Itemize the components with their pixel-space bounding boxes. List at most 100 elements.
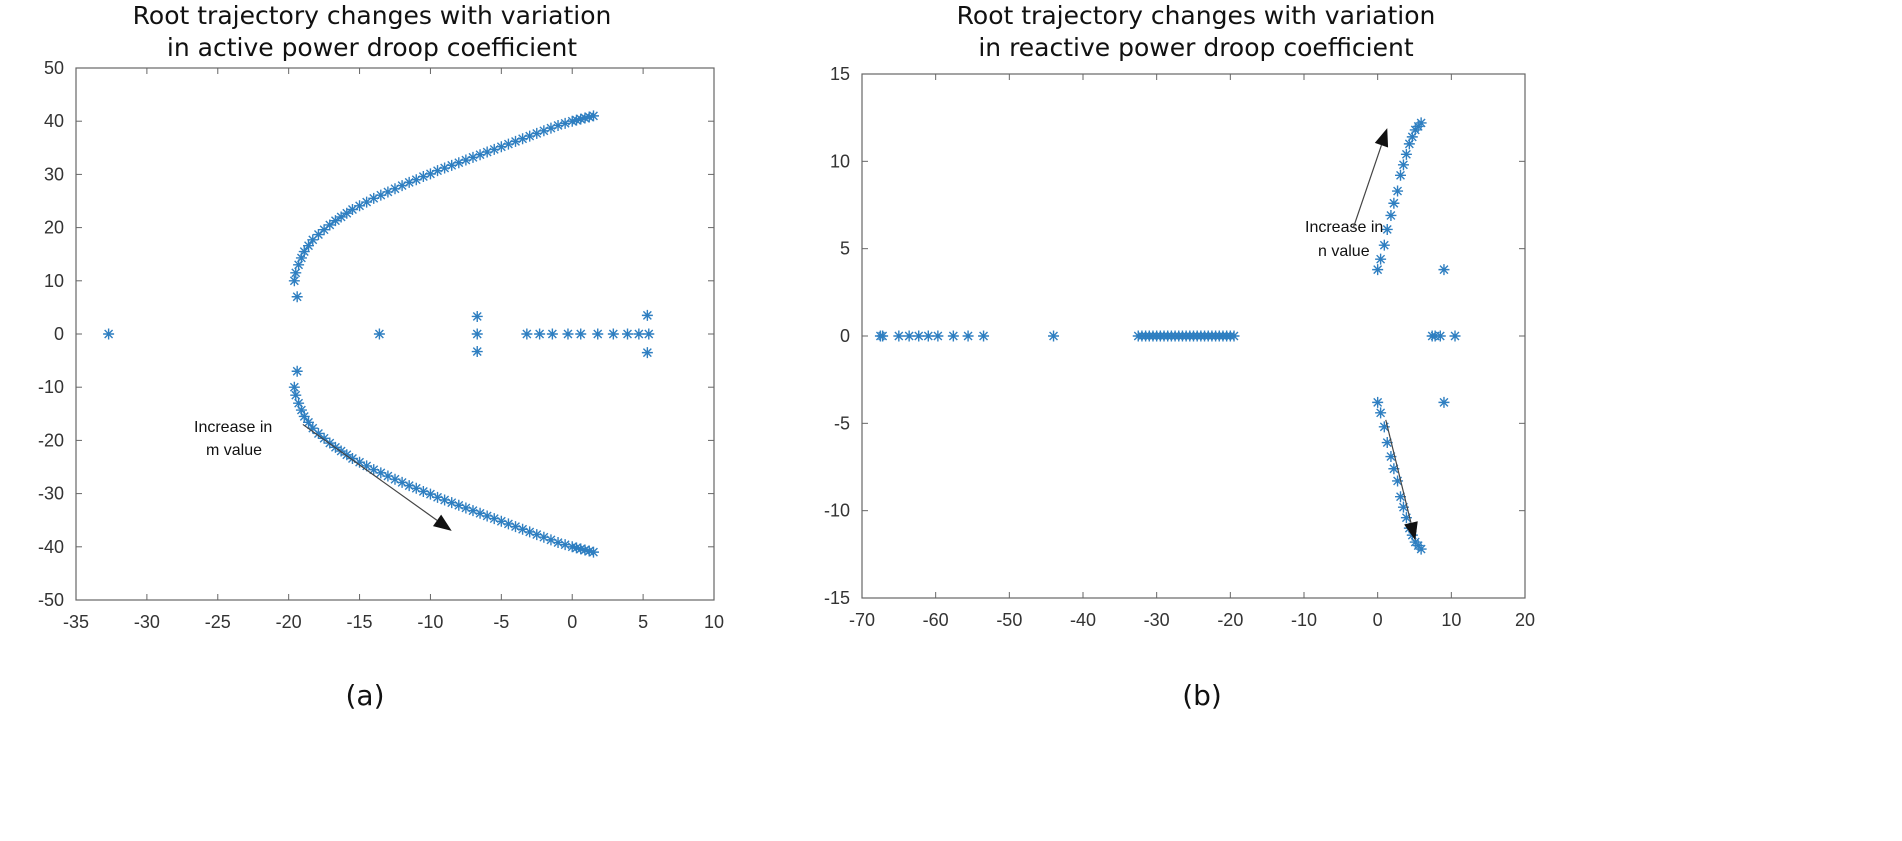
chart-a-point xyxy=(575,113,587,125)
chart-a-ytick-label: 10 xyxy=(44,271,64,291)
chart-b-point xyxy=(1381,437,1393,449)
chart-a-point xyxy=(546,328,558,340)
chart-b-point xyxy=(1385,451,1397,463)
chart-b-point xyxy=(1048,330,1060,342)
chart-a-point xyxy=(103,328,115,340)
chart-a-title-line-2: in active power droop coefficient xyxy=(167,33,577,62)
chart-b-point xyxy=(1434,330,1446,342)
chart-b-title-line-1: Root trajectory changes with variation xyxy=(957,1,1436,30)
chart-a-point xyxy=(641,309,653,321)
chart-a-point xyxy=(495,141,507,153)
chart-b-point xyxy=(947,330,959,342)
chart-b-xtick-label: -40 xyxy=(1070,610,1096,630)
chart-b-point xyxy=(1403,138,1415,150)
chart-b-annotation-line-2: n value xyxy=(1318,243,1370,260)
chart-a-point xyxy=(295,252,307,264)
chart-a-point xyxy=(290,267,302,279)
chart-a-point xyxy=(439,162,451,174)
chart-b-xtick-label: 0 xyxy=(1373,610,1383,630)
panel-b: Root trajectory changes with variation i… xyxy=(824,1,1535,712)
chart-b-point xyxy=(1378,421,1390,433)
chart-a-series xyxy=(103,110,655,558)
chart-a-point xyxy=(368,464,380,476)
chart-a-point xyxy=(488,143,500,155)
chart-a-point xyxy=(307,234,319,246)
chart-a-point xyxy=(495,515,507,527)
chart-b-point xyxy=(1438,264,1450,276)
chart-a-series-0 xyxy=(288,110,599,287)
chart-a-point xyxy=(303,240,315,252)
chart-a-point xyxy=(502,518,514,530)
chart-b-ytick-label: 5 xyxy=(840,239,850,259)
chart-b-series-0 xyxy=(1372,117,1427,276)
chart-a-point xyxy=(312,229,324,241)
chart-a-point xyxy=(552,537,564,549)
chart-a-point xyxy=(361,460,373,472)
chart-a-title-line-1: Root trajectory changes with variation xyxy=(133,1,612,30)
chart-a-point xyxy=(641,347,653,359)
chart-b-point xyxy=(932,330,944,342)
chart-a-xtick-label: -30 xyxy=(134,612,160,632)
chart-a-point xyxy=(517,133,529,145)
chart-b-point xyxy=(1415,117,1427,129)
chart-a-xtick-label: -20 xyxy=(276,612,302,632)
chart-a-point xyxy=(467,505,479,517)
chart-a-point xyxy=(446,497,458,509)
chart-b-point xyxy=(962,330,974,342)
chart-a-ytick-label: 50 xyxy=(44,58,64,78)
chart-a-point xyxy=(471,346,483,358)
chart-a-point xyxy=(583,545,595,557)
chart-b-point xyxy=(1449,330,1461,342)
chart-a-xtick-label: -25 xyxy=(205,612,231,632)
chart-a-point xyxy=(531,127,543,139)
chart-a-point xyxy=(471,328,483,340)
chart-a-point xyxy=(318,432,330,444)
chart-a-xtick-label: 10 xyxy=(704,612,724,632)
chart-a-point xyxy=(545,534,557,546)
chart-a-point xyxy=(382,186,394,198)
chart-b-point xyxy=(1392,475,1404,487)
chart-a-point xyxy=(481,510,493,522)
chart-a-point xyxy=(382,470,394,482)
chart-a-point xyxy=(510,521,522,533)
chart-a-point xyxy=(290,389,302,401)
chart-b-ytick-label: -5 xyxy=(834,413,850,433)
chart-a-point xyxy=(396,476,408,488)
chart-a-point xyxy=(592,328,604,340)
chart-a-point xyxy=(521,328,533,340)
chart-a-point xyxy=(622,328,634,340)
chart-a-point xyxy=(559,539,571,551)
chart-b-point xyxy=(1388,197,1400,209)
chart-b-point xyxy=(903,330,915,342)
chart-a-point xyxy=(570,542,582,554)
chart-a-point xyxy=(579,112,591,124)
chart-a-point xyxy=(417,485,429,497)
chart-a-point xyxy=(295,404,307,416)
chart-b-point xyxy=(1397,159,1409,171)
chart-b-point xyxy=(1400,512,1412,524)
chart-a-point xyxy=(531,529,543,541)
chart-b-point xyxy=(1372,264,1384,276)
chart-a-point xyxy=(570,114,582,126)
chart-a-point xyxy=(354,200,366,212)
chart-a-point xyxy=(432,491,444,503)
chart-a-point xyxy=(566,541,578,553)
chart-a-point xyxy=(288,381,300,393)
chart-b-ytick-label: -15 xyxy=(824,588,850,608)
chart-a-ytick-label: -10 xyxy=(38,377,64,397)
chart-b-point xyxy=(1395,491,1406,503)
chart-a-point xyxy=(324,219,336,231)
panel-a: Root trajectory changes with variation i… xyxy=(38,1,724,712)
chart-a-point xyxy=(481,146,493,158)
chart-b-point xyxy=(1397,501,1409,513)
chart-b-annotation-line-1: Increase in xyxy=(1305,219,1383,236)
chart-b-series-3 xyxy=(1438,264,1450,408)
chart-a-point xyxy=(329,215,341,227)
panel-label-a: (a) xyxy=(345,679,384,712)
chart-b-point xyxy=(1400,148,1412,160)
chart-a-point xyxy=(517,523,529,535)
chart-a-xtick-label: -35 xyxy=(63,612,89,632)
chart-a-point xyxy=(460,154,472,166)
